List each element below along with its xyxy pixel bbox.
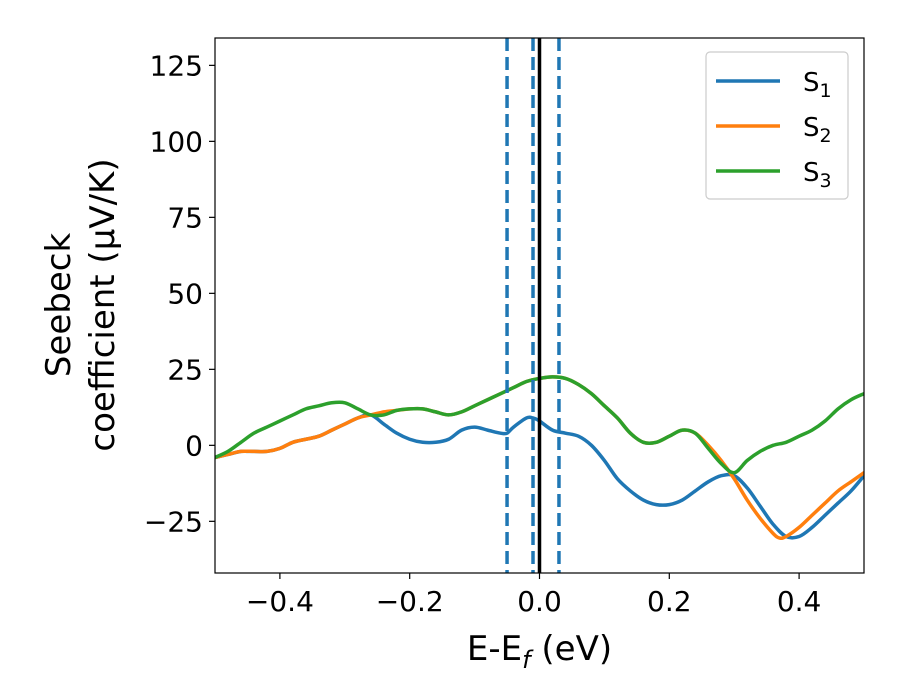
x-tick-label: −0.4 bbox=[246, 585, 314, 618]
legend-label: S3 bbox=[803, 158, 832, 192]
legend-label: S1 bbox=[803, 68, 832, 102]
y-axis-title-line2: coefficient (μV/K) bbox=[83, 158, 123, 451]
legend-entry-s3: S3 bbox=[716, 158, 832, 192]
y-axis-title-line1: Seebeck bbox=[39, 233, 79, 378]
y-tick-label: 0 bbox=[185, 429, 203, 462]
x-tick-label: 0.4 bbox=[777, 585, 822, 618]
y-tick-label: 75 bbox=[167, 201, 203, 234]
legend-entry-s1: S1 bbox=[716, 68, 832, 102]
x-tick-label: −0.2 bbox=[376, 585, 444, 618]
y-tick-label: 50 bbox=[167, 277, 203, 310]
x-tick-label: 0.0 bbox=[517, 585, 562, 618]
axis-ticks: −0.4 −0.2 0.0 0.2 0.4 −25 0 25 50 75 100 125 bbox=[144, 49, 821, 618]
x-tick-label: 0.2 bbox=[647, 585, 692, 618]
legend: S1 S2 S3 bbox=[705, 51, 849, 200]
reference-lines bbox=[505, 38, 561, 573]
y-axis-title: Seebeck coefficient (μV/K) bbox=[39, 158, 123, 451]
x-axis-title-unit: (eV) bbox=[531, 629, 613, 669]
y-tick-label: 125 bbox=[150, 49, 203, 82]
x-axis-title: E-Ef (eV) bbox=[467, 629, 612, 674]
y-tick-label: 25 bbox=[167, 353, 203, 386]
x-axis-title-main: E-E bbox=[467, 629, 522, 669]
legend-entry-s2: S2 bbox=[716, 113, 832, 147]
y-tick-label: −25 bbox=[144, 505, 203, 538]
y-tick-label: 100 bbox=[150, 125, 203, 158]
legend-label: S2 bbox=[803, 113, 832, 147]
